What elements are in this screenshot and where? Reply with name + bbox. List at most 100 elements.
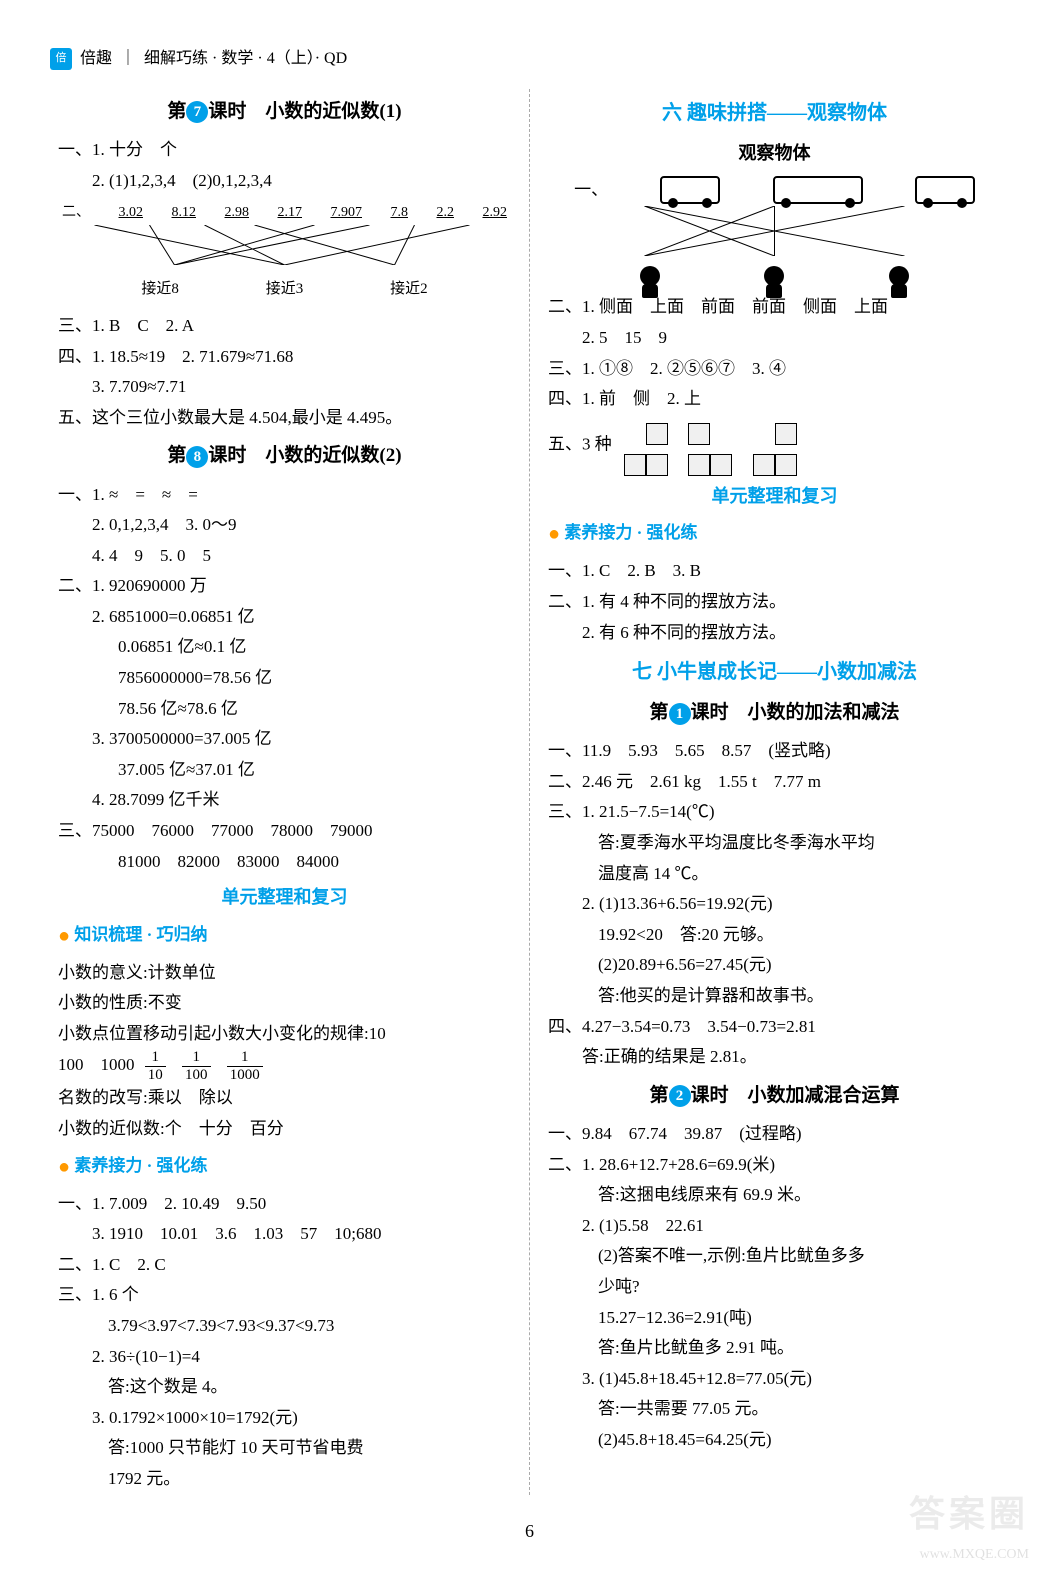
bullet-icon: ● [58,925,70,947]
l7-2-label: 二、 [62,200,90,225]
num: 2.17 [278,200,303,225]
r5: 五、3 种 [548,415,1001,476]
r3: 三、1. ①⑧ 2. ②⑤⑥⑦ 3. ④ [548,354,1001,385]
kz4-pre: 100 1000 [58,1055,135,1074]
sy1-1: 一、1. 7.009 2. 10.49 9.50 [58,1189,511,1220]
l8-text: 课时 小数的近似数(2) [208,445,401,466]
u72-2-2c: 少吨? [548,1272,1001,1303]
l8-2-2c: 7856000000=78.56 亿 [58,663,511,694]
kz4: 100 1000 110 1100 11000 [58,1049,511,1083]
l8-1-4: 4. 4 9 5. 0 5 [58,541,511,572]
rsy2-2: 2. 有 6 种不同的摆放方法。 [548,618,1001,649]
u7l2-text: 课时 小数加减混合运算 [691,1085,900,1106]
bus-icon [915,176,975,204]
sy3-2b: 答:这个数是 4。 [58,1372,511,1403]
u7-3-2b: 19.92<20 答:20 元够。 [548,920,1001,951]
obs-title: 观察物体 [548,137,1001,169]
l8-2-2a: 2. 6851000=0.06851 亿 [58,602,511,633]
num: 7.907 [331,200,363,225]
child-icon [640,266,660,286]
u7l2-prefix: 第 [649,1085,668,1106]
r2-2: 2. 5 15 9 [548,323,1001,354]
l7-4-1: 四、1. 18.5≈19 2. 71.679≈71.68 [58,342,511,373]
kz6: 小数的近似数:个 十分 百分 [58,1114,511,1145]
kz5: 名数的改写:乘以 除以 [58,1083,511,1114]
target: 接近2 [390,276,428,303]
l8-3a: 三、75000 76000 77000 78000 79000 [58,816,511,847]
observe-diagram: 一、 [548,175,1001,286]
kz2: 小数的性质:不变 [58,988,511,1019]
u7-lesson2: 第2课时 小数加减混合运算 [548,1079,1001,1113]
r-sy-text: 素养接力 · 强化练 [564,523,697,542]
l7-5: 五、这个三位小数最大是 4.504,最小是 4.495。 [58,403,511,434]
frac-1-10: 110 [145,1049,166,1083]
l8-num: 8 [186,446,208,468]
right-column: 六 趣味拼搭——观察物体 观察物体 一、 二、1. 侧面 上面 [530,89,1009,1495]
bullet-icon: ● [58,1156,70,1178]
u72-2-2b: (2)答案不唯一,示例:鱼片比鱿鱼多多 [548,1241,1001,1272]
u7l1-num: 1 [669,703,691,725]
r-sy-title: ● 素养接力 · 强化练 [548,516,1001,552]
l7-1-1: 一、1. 十分 个 [58,135,511,166]
cube-shape-2 [688,415,732,476]
observe-lines [548,206,1001,256]
cube-shape-1 [624,415,668,476]
rsy2-1: 二、1. 有 4 种不同的摆放方法。 [548,587,1001,618]
u7-3-1c: 温度高 14 ℃。 [548,859,1001,890]
bus-icon [773,176,863,204]
l7-4-3: 3. 7.709≈7.71 [58,372,511,403]
rsy1: 一、1. C 2. B 3. B [548,556,1001,587]
watermark-url: www.MXQE.COM [919,1542,1029,1567]
cube-shape-3 [753,415,797,476]
num: 3.02 [119,200,144,225]
sy3-2a: 2. 36÷(10−1)=4 [58,1342,511,1373]
l8-2-4: 4. 28.7099 亿千米 [58,785,511,816]
l7-2-diagram: 二、 3.02 8.12 2.98 2.17 7.907 7.8 2.2 2.9… [58,200,511,303]
u72-2-2e: 答:鱼片比鱿鱼多 2.91 吨。 [548,1333,1001,1364]
num: 7.8 [391,200,409,225]
left-column: 第7课时 小数的近似数(1) 一、1. 十分 个 2. (1)1,2,3,4 (… [50,89,530,1495]
child-icon [889,266,909,286]
lesson8-title: 第8课时 小数的近似数(2) [58,439,511,473]
l8-3b: 81000 82000 83000 84000 [58,847,511,878]
l8-2-3a: 3. 3700500000=37.005 亿 [58,724,511,755]
sy3-1: 三、1. 6 个 [58,1280,511,1311]
target: 接近8 [141,276,179,303]
lesson7-prefix: 第 [167,101,186,122]
lesson7-title: 第7课时 小数的近似数(1) [58,95,511,129]
l7-3: 三、1. B C 2. A [58,311,511,342]
sy3-1b: 3.79<3.97<7.39<7.93<9.37<9.73 [58,1311,511,1342]
brand-logo: 倍 [50,48,72,70]
l8-2-1: 二、1. 920690000 万 [58,571,511,602]
kz3: 小数点位置移动引起小数大小变化的规律:10 [58,1019,511,1050]
u7-2: 二、2.46 元 2.61 kg 1.55 t 7.77 m [548,767,1001,798]
lesson7-num: 7 [186,101,208,123]
diagram-label: 一、 [574,175,608,206]
header-title: 细解巧练 · 数学 · 4（上）· QD [144,45,347,74]
target: 接近3 [266,276,304,303]
u7l2-num: 2 [669,1085,691,1107]
sy1-3: 3. 1910 10.01 3.6 1.03 57 10;680 [58,1219,511,1250]
unit6-title: 六 趣味拼搭——观察物体 [548,95,1001,131]
page-header: 倍 倍趣 ｜ 细解巧练 · 数学 · 4（上）· QD [50,45,1009,74]
num: 2.92 [483,200,508,225]
kz-title: ● 知识梳理 · 巧归纳 [58,918,511,954]
child-icon [764,266,784,286]
sy2: 二、1. C 2. C [58,1250,511,1281]
r-review-title: 单元整理和复习 [548,480,1001,512]
bullet-icon: ● [548,523,560,545]
header-divider: ｜ [120,45,136,74]
u7-4b: 答:正确的结果是 2.81。 [548,1042,1001,1073]
brand-text: 倍趣 [80,45,112,74]
kz-title-text: 知识梳理 · 巧归纳 [74,925,207,944]
sy3-3c: 1792 元。 [58,1464,511,1495]
u72-1: 一、9.84 67.74 39.87 (过程略) [548,1119,1001,1150]
u7-3-2d: 答:他买的是计算器和故事书。 [548,981,1001,1012]
u7-4a: 四、4.27−3.54=0.73 3.54−0.73=2.81 [548,1012,1001,1043]
review-title: 单元整理和复习 [58,881,511,913]
l8-prefix: 第 [167,445,186,466]
kz1: 小数的意义:计数单位 [58,958,511,989]
bus-icon [660,176,720,204]
l8-2-2b: 0.06851 亿≈0.1 亿 [58,632,511,663]
sy3-3b: 答:1000 只节能灯 10 天可节省电费 [58,1433,511,1464]
